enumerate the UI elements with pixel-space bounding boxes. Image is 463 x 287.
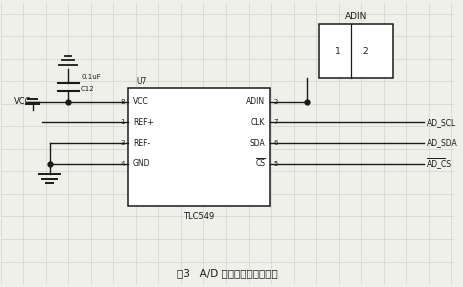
Text: CS: CS	[255, 159, 265, 168]
Text: 1: 1	[120, 119, 125, 125]
Text: 0.1uF: 0.1uF	[81, 74, 101, 80]
Text: U7: U7	[137, 77, 147, 86]
Text: 2: 2	[273, 99, 277, 105]
Text: 3: 3	[120, 140, 125, 146]
Text: REF+: REF+	[133, 118, 154, 127]
Text: ADIN: ADIN	[344, 12, 367, 21]
Text: 图3   A/D 转换模块电路原理图: 图3 A/D 转换模块电路原理图	[177, 268, 278, 278]
Text: ADIN: ADIN	[246, 97, 265, 106]
Text: 6: 6	[273, 140, 277, 146]
Text: CLK: CLK	[250, 118, 265, 127]
Text: AD_SCL: AD_SCL	[427, 118, 456, 127]
Text: 4: 4	[121, 161, 125, 166]
Text: TLC549: TLC549	[183, 212, 215, 221]
Text: AD_CS: AD_CS	[427, 159, 452, 168]
Text: AD_SDA: AD_SDA	[427, 139, 457, 148]
Text: 8: 8	[120, 99, 125, 105]
Text: 5: 5	[273, 161, 277, 166]
Text: C12: C12	[81, 86, 94, 92]
Text: REF-: REF-	[133, 139, 150, 148]
Bar	[319, 24, 393, 78]
Text: VCC: VCC	[133, 97, 149, 106]
Text: VCC: VCC	[14, 97, 32, 106]
Text: 7: 7	[273, 119, 277, 125]
Text: 1: 1	[335, 47, 341, 56]
Text: GND: GND	[133, 159, 150, 168]
Text: 2: 2	[363, 47, 369, 56]
Text: SDA: SDA	[250, 139, 265, 148]
Bar	[128, 88, 270, 206]
